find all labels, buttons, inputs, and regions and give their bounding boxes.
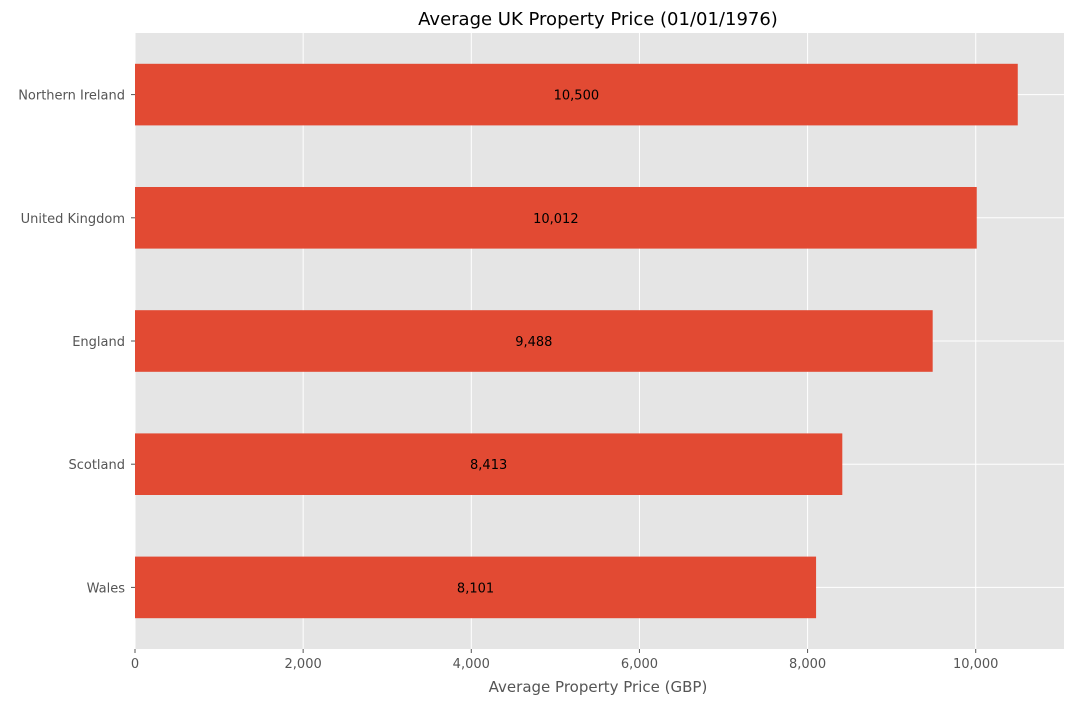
data-label: 8,101: [457, 581, 494, 596]
category-label: England: [72, 335, 125, 350]
category-label: Wales: [87, 581, 126, 596]
y-axis-tick-labels: Northern Ireland United Kingdom England Sco…: [18, 89, 135, 596]
x-tick-label: 6,000: [621, 657, 658, 672]
category-label: Scotland: [68, 458, 125, 473]
x-tick-label: 0: [131, 657, 139, 672]
data-label: 9,488: [515, 335, 552, 350]
data-label: 8,413: [470, 458, 507, 473]
data-label: 10,012: [533, 212, 579, 227]
x-axis-label: Average Property Price (GBP): [489, 678, 708, 696]
bar: [135, 433, 843, 495]
data-label: 10,500: [554, 89, 600, 104]
bars: [135, 63, 1018, 619]
bar: [135, 310, 933, 372]
x-tick-label: 8,000: [789, 657, 826, 672]
category-label: Northern Ireland: [18, 89, 125, 104]
x-axis-tick-labels: 0 2,000 4,000 6,000 8,000 10,000: [131, 649, 999, 672]
bar: [135, 63, 1018, 126]
x-tick-label: 10,000: [953, 657, 999, 672]
x-tick-label: 4,000: [453, 657, 490, 672]
x-tick-label: 2,000: [285, 657, 322, 672]
bar: [135, 556, 817, 619]
chart-title: Average UK Property Price (01/01/1976): [418, 9, 778, 30]
category-label: United Kingdom: [21, 212, 125, 227]
data-labels: 10,500 10,012 9,488 8,413 8,101: [457, 89, 599, 597]
bar: [135, 187, 977, 249]
